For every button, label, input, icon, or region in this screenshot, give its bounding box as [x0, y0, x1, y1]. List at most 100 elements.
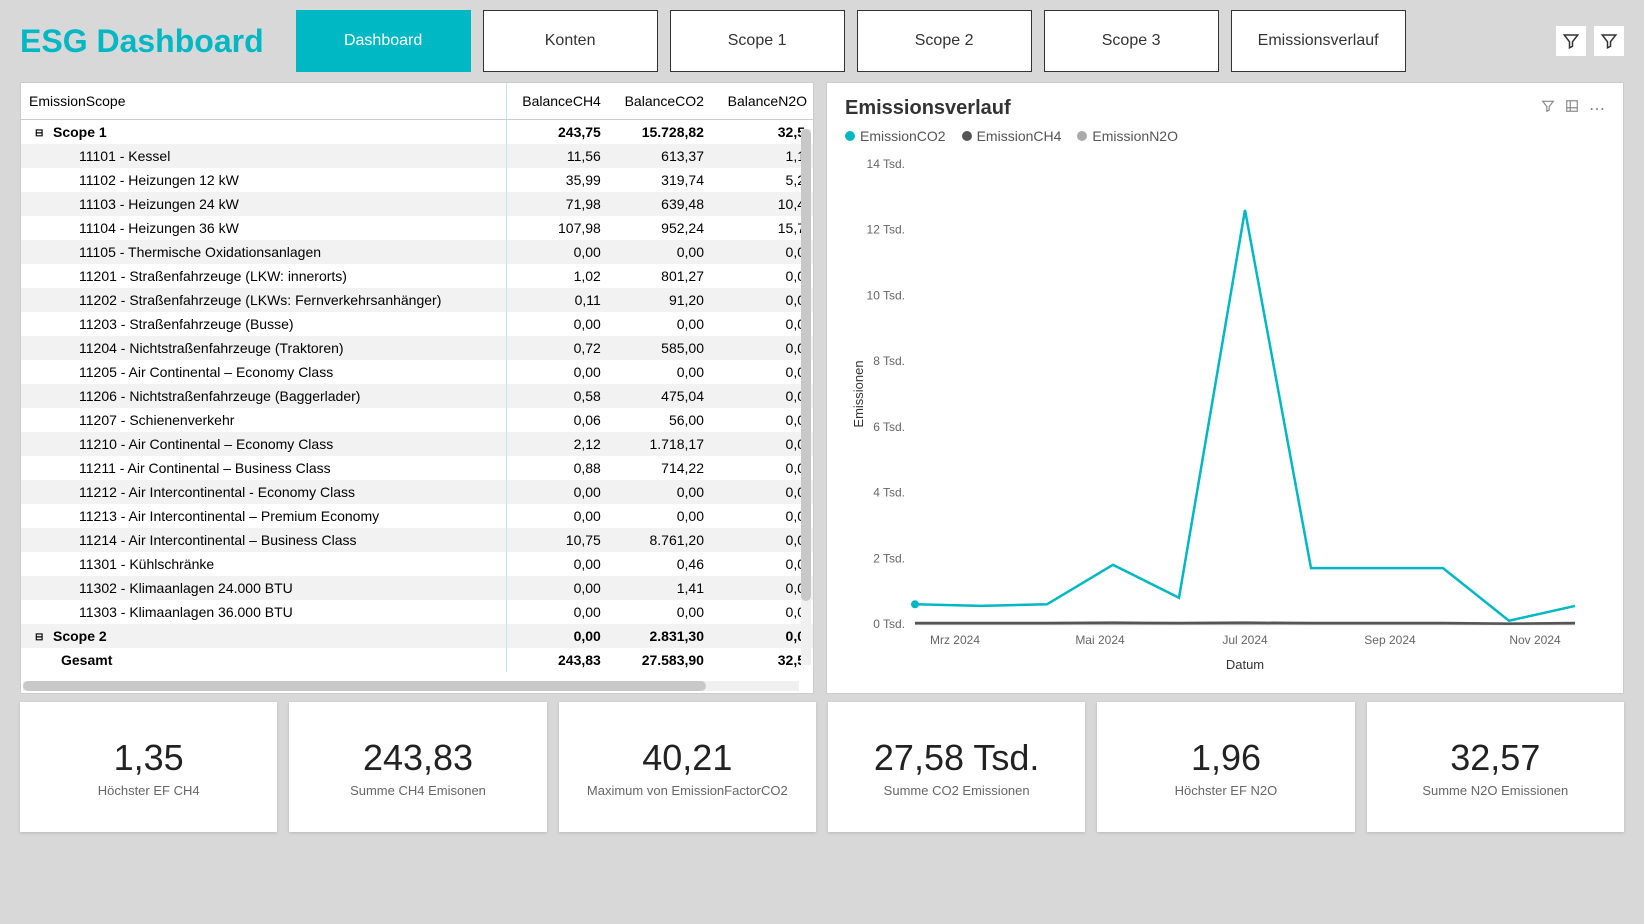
table-row[interactable]: 11214 - Air Intercontinental – Business …	[21, 528, 813, 552]
svg-text:2 Tsd.: 2 Tsd.	[873, 551, 905, 565]
cell-n2o: 1,1	[712, 144, 813, 168]
cell-co2: 639,48	[609, 192, 712, 216]
header: ESG Dashboard DashboardKontenScope 1Scop…	[0, 0, 1644, 82]
chart-focus-icon[interactable]	[1565, 99, 1579, 119]
table-row[interactable]: 11102 - Heizungen 12 kW35,99319,745,2	[21, 168, 813, 192]
cell-name: 11102 - Heizungen 12 kW	[21, 168, 506, 192]
cell-ch4: 0,00	[506, 312, 609, 336]
cell-n2o: 0,0	[712, 456, 813, 480]
emission-table: EmissionScope BalanceCH4 BalanceCO2 Bala…	[21, 83, 813, 672]
tab-scope-1[interactable]: Scope 1	[670, 10, 845, 72]
filter-icon-2[interactable]	[1594, 26, 1624, 56]
legend-item[interactable]: EmissionCO2	[845, 128, 946, 144]
kpi-value: 1,96	[1191, 737, 1261, 779]
collapse-icon[interactable]: ⊟	[35, 632, 47, 643]
cell-ch4: 243,75	[506, 120, 609, 144]
cell-name: 11206 - Nichtstraßenfahrzeuge (Baggerlad…	[21, 384, 506, 408]
table-row[interactable]: 11104 - Heizungen 36 kW107,98952,2415,7	[21, 216, 813, 240]
table-row[interactable]: 11202 - Straßenfahrzeuge (LKWs: Fernverk…	[21, 288, 813, 312]
table-row[interactable]: 11105 - Thermische Oxidationsanlagen0,00…	[21, 240, 813, 264]
table-row[interactable]: 11211 - Air Continental – Business Class…	[21, 456, 813, 480]
cell-name: 11101 - Kessel	[21, 144, 506, 168]
table-row[interactable]: 11213 - Air Intercontinental – Premium E…	[21, 504, 813, 528]
cell-n2o: 0,0	[712, 336, 813, 360]
table-row[interactable]: 11206 - Nichtstraßenfahrzeuge (Baggerlad…	[21, 384, 813, 408]
table-row[interactable]: 11301 - Kühlschränke0,000,460,0	[21, 552, 813, 576]
table-row[interactable]: 11201 - Straßenfahrzeuge (LKW: innerorts…	[21, 264, 813, 288]
svg-text:0 Tsd.: 0 Tsd.	[873, 617, 905, 631]
svg-text:10 Tsd.: 10 Tsd.	[867, 288, 905, 302]
cell-name: Gesamt	[21, 648, 506, 672]
table-row[interactable]: 11210 - Air Continental – Economy Class2…	[21, 432, 813, 456]
table-row[interactable]: 11203 - Straßenfahrzeuge (Busse)0,000,00…	[21, 312, 813, 336]
th-ch4[interactable]: BalanceCH4	[506, 83, 609, 120]
table-row[interactable]: ⊟Scope 20,002.831,300,0	[21, 624, 813, 648]
cell-co2: 2.831,30	[609, 624, 712, 648]
cell-co2: 8.761,20	[609, 528, 712, 552]
chart-title: Emissionsverlauf	[845, 97, 1011, 120]
filter-icon-1[interactable]	[1556, 26, 1586, 56]
tab-emissionsverlauf[interactable]: Emissionsverlauf	[1231, 10, 1406, 72]
vertical-scrollbar[interactable]	[801, 129, 811, 665]
cell-n2o: 0,0	[712, 432, 813, 456]
th-co2[interactable]: BalanceCO2	[609, 83, 712, 120]
cell-co2: 319,74	[609, 168, 712, 192]
cell-ch4: 0,00	[506, 624, 609, 648]
legend-item[interactable]: EmissionN2O	[1077, 128, 1178, 144]
table-header-row: EmissionScope BalanceCH4 BalanceCO2 Bala…	[21, 83, 813, 120]
table-row[interactable]: 11101 - Kessel11,56613,371,1	[21, 144, 813, 168]
svg-text:Jul 2024: Jul 2024	[1222, 633, 1268, 647]
tab-konten[interactable]: Konten	[483, 10, 658, 72]
tab-scope-2[interactable]: Scope 2	[857, 10, 1032, 72]
cell-ch4: 1,02	[506, 264, 609, 288]
cell-co2: 1,41	[609, 576, 712, 600]
svg-text:Sep 2024: Sep 2024	[1364, 633, 1416, 647]
kpi-value: 27,58 Tsd.	[874, 737, 1039, 779]
th-n2o[interactable]: BalanceN2O	[712, 83, 813, 120]
cell-n2o: 0,0	[712, 504, 813, 528]
cell-ch4: 0,00	[506, 552, 609, 576]
table-row[interactable]: ⊟Scope 1243,7515.728,8232,5	[21, 120, 813, 144]
table-row[interactable]: 11303 - Klimaanlagen 36.000 BTU0,000,000…	[21, 600, 813, 624]
legend-item[interactable]: EmissionCH4	[962, 128, 1062, 144]
cell-name: 11214 - Air Intercontinental – Business …	[21, 528, 506, 552]
cell-n2o: 10,4	[712, 192, 813, 216]
kpi-cards-row: 1,35Höchster EF CH4243,83Summe CH4 Emiso…	[0, 682, 1644, 852]
cell-n2o: 0,0	[712, 264, 813, 288]
tab-dashboard[interactable]: Dashboard	[296, 10, 471, 72]
table-row[interactable]: Gesamt243,8327.583,9032,5	[21, 648, 813, 672]
kpi-label: Summe N2O Emissionen	[1422, 783, 1568, 798]
chart-filter-icon[interactable]	[1541, 99, 1555, 119]
th-scope[interactable]: EmissionScope	[21, 83, 506, 120]
kpi-value: 243,83	[363, 737, 473, 779]
table-row[interactable]: 11302 - Klimaanlagen 24.000 BTU0,001,410…	[21, 576, 813, 600]
emission-table-panel: EmissionScope BalanceCH4 BalanceCO2 Bala…	[20, 82, 814, 694]
cell-n2o: 0,0	[712, 600, 813, 624]
table-row[interactable]: 11103 - Heizungen 24 kW71,98639,4810,4	[21, 192, 813, 216]
cell-co2: 585,00	[609, 336, 712, 360]
table-row[interactable]: 11205 - Air Continental – Economy Class0…	[21, 360, 813, 384]
cell-name: 11213 - Air Intercontinental – Premium E…	[21, 504, 506, 528]
kpi-value: 40,21	[642, 737, 732, 779]
cell-n2o: 32,5	[712, 648, 813, 672]
svg-text:Mrz 2024: Mrz 2024	[930, 633, 980, 647]
cell-name: 11105 - Thermische Oxidationsanlagen	[21, 240, 506, 264]
table-row[interactable]: 11204 - Nichtstraßenfahrzeuge (Traktoren…	[21, 336, 813, 360]
table-row[interactable]: 11212 - Air Intercontinental - Economy C…	[21, 480, 813, 504]
cell-ch4: 0,00	[506, 480, 609, 504]
kpi-label: Höchster EF CH4	[98, 783, 200, 798]
table-row[interactable]: 11207 - Schienenverkehr0,0656,000,0	[21, 408, 813, 432]
collapse-icon[interactable]: ⊟	[35, 128, 47, 139]
cell-ch4: 0,11	[506, 288, 609, 312]
kpi-card: 27,58 Tsd.Summe CO2 Emissionen	[828, 702, 1085, 832]
horizontal-scrollbar[interactable]	[23, 681, 799, 691]
kpi-value: 1,35	[114, 737, 184, 779]
cell-name: 11210 - Air Continental – Economy Class	[21, 432, 506, 456]
filter-icons	[1556, 26, 1624, 56]
svg-text:4 Tsd.: 4 Tsd.	[873, 486, 905, 500]
svg-text:Emissionen: Emissionen	[851, 360, 866, 427]
chart-more-icon[interactable]: ⋯	[1589, 99, 1605, 119]
tab-scope-3[interactable]: Scope 3	[1044, 10, 1219, 72]
cell-ch4: 2,12	[506, 432, 609, 456]
cell-name: 11104 - Heizungen 36 kW	[21, 216, 506, 240]
